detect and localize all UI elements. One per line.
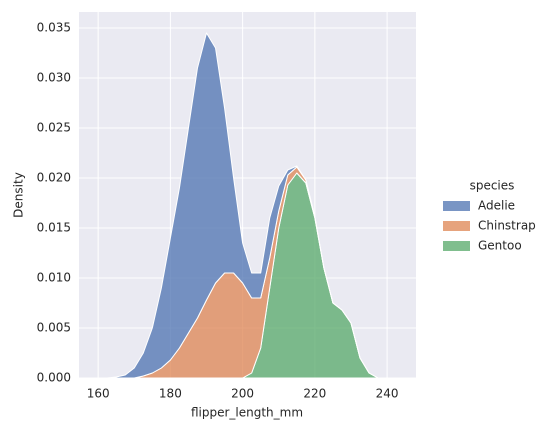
legend-label: Chinstrap [478,219,536,233]
y-tick-label: 0.030 [37,71,71,85]
legend-swatch [443,201,470,211]
x-tick-label: 180 [159,387,182,401]
y-tick-label: 0.010 [37,271,71,285]
x-tick-label: 220 [303,387,326,401]
legend-label: Gentoo [478,239,522,253]
y-tick-label: 0.035 [37,21,71,35]
legend-swatch [443,241,470,251]
y-tick-label: 0.005 [37,321,71,335]
x-axis-label: flipper_length_mm [191,406,303,420]
y-axis-label: Density [12,172,26,218]
y-tick-label: 0.015 [37,221,71,235]
x-tick-label: 200 [231,387,254,401]
x-tick-label: 240 [376,387,399,401]
y-tick-label: 0.000 [37,371,71,385]
legend-swatch [443,221,470,231]
y-tick-label: 0.020 [37,171,71,185]
legend-title: species [470,179,515,193]
legend-label: Adelie [478,199,515,213]
y-tick-label: 0.025 [37,121,71,135]
x-tick-label: 160 [87,387,110,401]
density-area [106,32,388,379]
